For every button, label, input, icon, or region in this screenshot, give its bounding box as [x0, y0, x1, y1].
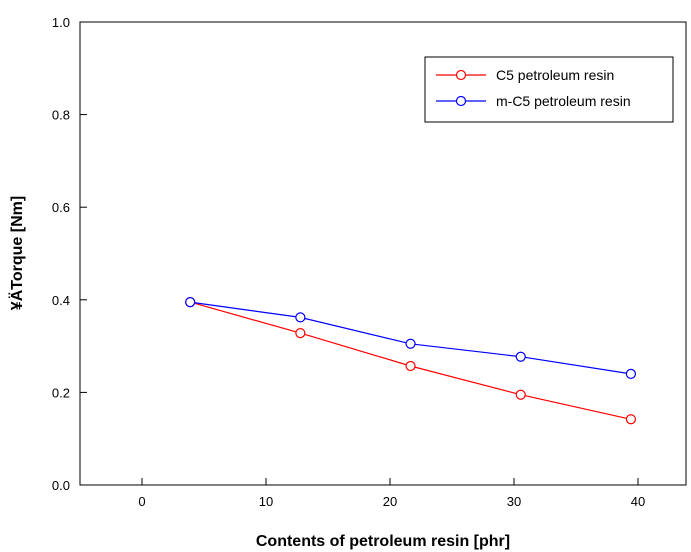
data-point — [185, 297, 196, 308]
series-layer — [185, 297, 637, 425]
legend-label: C5 petroleum resin — [496, 67, 614, 83]
data-point — [625, 368, 637, 379]
x-tick-label: 30 — [507, 494, 521, 509]
x-axis: 0 10 20 30 40 — [138, 478, 645, 509]
y-axis-title: ¥ÄTorque [Nm] — [8, 196, 26, 310]
data-point — [625, 414, 637, 425]
x-tick-4: 40 — [631, 478, 645, 509]
y-tick-5: 1.0 — [52, 15, 87, 30]
data-point — [405, 360, 416, 372]
y-tick-label: 0.8 — [52, 108, 70, 123]
x-tick-0: 0 — [138, 478, 146, 509]
x-tick-label: 40 — [631, 494, 645, 509]
x-tick-label: 20 — [383, 494, 397, 509]
legend-swatch-marker — [455, 69, 467, 81]
legend-swatch-marker — [455, 95, 467, 107]
legend-entry-m-c5: m-C5 petroleum resin — [436, 93, 631, 109]
data-point — [515, 389, 526, 400]
y-tick-2: 0.4 — [52, 293, 87, 308]
legend-box — [424, 56, 674, 123]
x-axis-title: Contents of petroleum resin [phr] — [256, 533, 510, 550]
y-tick-label: 0.4 — [52, 293, 70, 308]
x-tick-label: 0 — [138, 494, 145, 509]
y-axis: 0.0 0.2 0.4 0.6 0.8 1.0 — [52, 15, 87, 493]
data-point — [295, 312, 306, 323]
series-1 — [185, 297, 637, 379]
y-tick-label: 0.6 — [52, 200, 70, 215]
y-tick-label: 0.0 — [52, 478, 70, 493]
data-point — [295, 328, 306, 339]
y-tick-label: 1.0 — [52, 15, 70, 30]
y-tick-4: 0.8 — [52, 108, 87, 123]
legend-entry-c5: C5 petroleum resin — [436, 67, 614, 83]
data-point — [405, 338, 416, 349]
x-tick-2: 20 — [383, 478, 397, 509]
y-tick-3: 0.6 — [52, 200, 87, 215]
x-tick-1: 10 — [259, 478, 273, 509]
legend: C5 petroleum resin m-C5 petroleum resin — [424, 56, 674, 123]
y-tick-0: 0.0 — [52, 478, 87, 493]
x-tick-label: 10 — [259, 494, 273, 509]
legend-label: m-C5 petroleum resin — [496, 93, 631, 109]
x-tick-3: 30 — [507, 478, 521, 509]
y-tick-label: 0.2 — [52, 385, 70, 400]
data-point — [515, 351, 526, 362]
y-tick-1: 0.2 — [52, 385, 87, 400]
